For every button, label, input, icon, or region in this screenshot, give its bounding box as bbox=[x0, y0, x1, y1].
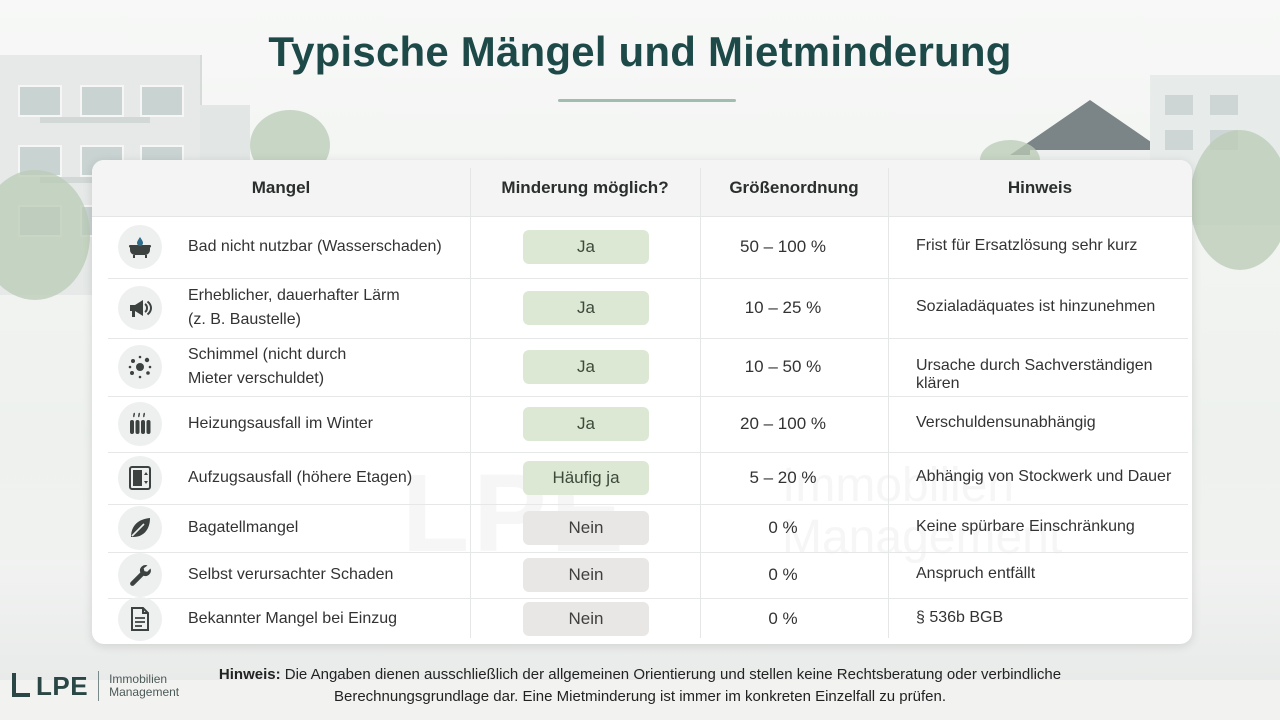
mangel-cell: Bekannter Mangel bei Einzug bbox=[188, 610, 398, 627]
elevator-icon bbox=[118, 456, 162, 500]
hinweis-cell: Frist für Ersatzlösung sehr kurz bbox=[916, 237, 1138, 254]
column-header-groesse: Größenordnung bbox=[729, 178, 859, 197]
logo-mark: LPE bbox=[12, 671, 88, 702]
table-row: Schimmel (nicht durch Mieter verschuldet)… bbox=[108, 338, 1188, 397]
megaphone-icon bbox=[118, 286, 162, 330]
title-underline bbox=[558, 99, 736, 102]
minderung-badge: Nein bbox=[523, 602, 649, 636]
mangel-cell: Selbst verursachter Schaden bbox=[188, 566, 394, 583]
column-divider bbox=[888, 168, 889, 638]
watermark-text: Immobilien Management bbox=[782, 459, 1063, 564]
minderung-badge: Ja bbox=[523, 230, 649, 264]
table-row: Bekannter Mangel bei Einzug Nein 0 % § 536b… bbox=[108, 597, 1188, 641]
column-divider bbox=[700, 168, 701, 638]
mangel-cell: Heizungsausfall im Winter bbox=[188, 415, 373, 432]
minderung-badge: Nein bbox=[523, 511, 649, 545]
document-icon bbox=[118, 597, 162, 641]
table-row: Bagatellmangel Nein 0 % Keine spürbare Eins… bbox=[108, 504, 1188, 553]
disclaimer-text: Die Angaben dienen ausschließlich der al… bbox=[280, 666, 1062, 705]
mold-icon bbox=[118, 345, 162, 389]
groesse-cell: 5 – 20 % bbox=[749, 468, 817, 487]
column-divider bbox=[470, 168, 471, 638]
groesse-cell: 0 % bbox=[768, 565, 798, 584]
groesse-cell: 20 – 100 % bbox=[739, 414, 826, 433]
mangel-cell: Erheblicher, dauerhafter Lärm (z. B. Baus… bbox=[188, 287, 400, 328]
table-row: Selbst verursachter Schaden Nein 0 % Anspru… bbox=[108, 552, 1188, 599]
table-header: Mangel Minderung möglich? Größenordnung … bbox=[92, 160, 1192, 217]
wrench-icon bbox=[118, 553, 162, 597]
radiator-icon bbox=[118, 402, 162, 446]
mangel-cell: Bad nicht nutzbar (Wasserschaden) bbox=[188, 238, 442, 255]
mangel-cell: Schimmel (nicht durch Mieter verschuldet) bbox=[188, 346, 347, 387]
mangel-cell: Bagatellmangel bbox=[188, 519, 299, 536]
minderung-badge: Nein bbox=[523, 558, 649, 592]
hinweis-cell: Keine spürbare Einschränkung bbox=[916, 518, 1135, 535]
bathtub-icon bbox=[118, 225, 162, 269]
minderung-badge: Häufig ja bbox=[523, 461, 649, 495]
column-header-mangel: Mangel bbox=[251, 178, 311, 197]
company-logo: LPE Immobilien Management bbox=[12, 668, 179, 704]
hinweis-cell: Sozialadäquates ist hinzunehmen bbox=[916, 298, 1156, 315]
hinweis-cell: § 536b BGB bbox=[916, 609, 1004, 626]
groesse-cell: 50 – 100 % bbox=[739, 237, 826, 256]
groesse-cell: 0 % bbox=[768, 609, 798, 628]
leaf-icon bbox=[118, 506, 162, 550]
logo-subtitle: Immobilien Management bbox=[109, 672, 180, 699]
table-row: Aufzugsausfall (höhere Etagen) Häufig ja 5… bbox=[108, 452, 1188, 505]
groesse-cell: 10 – 25 % bbox=[744, 298, 822, 317]
page-title: Typische Mängel und Mietminderung bbox=[268, 28, 1012, 75]
table-row: Heizungsausfall im Winter Ja 20 – 100 % Ver… bbox=[108, 396, 1188, 453]
hinweis-cell: Verschuldensunabhängig bbox=[916, 414, 1096, 431]
minderung-badge: Ja bbox=[523, 350, 649, 384]
disclaimer-label: Hinweis: bbox=[218, 666, 281, 683]
mangel-cell: Aufzugsausfall (höhere Etagen) bbox=[188, 469, 413, 486]
table-row: Erheblicher, dauerhafter Lärm (z. B. Baus… bbox=[108, 278, 1188, 339]
column-header-hinweis: Hinweis bbox=[1007, 178, 1073, 197]
hinweis-cell: Anspruch entfällt bbox=[916, 565, 1036, 582]
minderung-badge: Ja bbox=[523, 291, 649, 325]
hinweis-cell: Abhängig von Stockwerk und Dauer bbox=[916, 468, 1172, 485]
table-row: Bad nicht nutzbar (Wasserschaden) Ja 50 – … bbox=[108, 216, 1188, 279]
groesse-cell: 0 % bbox=[768, 518, 798, 537]
minderung-badge: Ja bbox=[523, 407, 649, 441]
groesse-cell: 10 – 50 % bbox=[744, 357, 822, 376]
defects-table: LPE Immobilien Management Mangel Minderun… bbox=[92, 160, 1192, 644]
column-header-minderung: Minderung möglich? bbox=[501, 178, 669, 197]
building-annex bbox=[200, 105, 250, 165]
disclaimer-note: Hinweis: Die Angaben dienen ausschließli… bbox=[200, 664, 1080, 708]
hinweis-cell: Ursache durch Sachverständigen klären bbox=[916, 357, 1153, 392]
